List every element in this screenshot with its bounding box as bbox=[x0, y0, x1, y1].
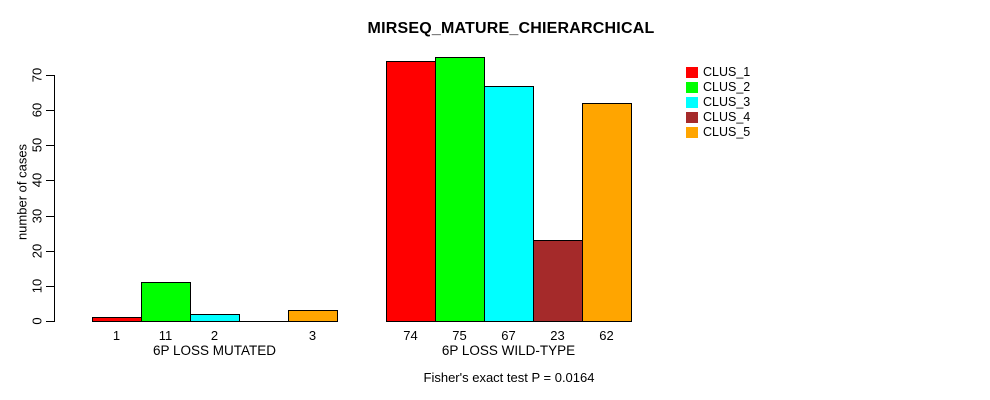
bar-value-label: 23 bbox=[550, 328, 565, 343]
legend-item: CLUS_5 bbox=[686, 125, 750, 140]
y-tick-label: 40 bbox=[29, 172, 45, 188]
y-tick-label: 30 bbox=[29, 208, 45, 224]
bar bbox=[190, 314, 240, 322]
bar bbox=[92, 317, 142, 322]
y-tick bbox=[46, 321, 54, 322]
legend-swatch bbox=[686, 127, 698, 138]
y-tick bbox=[46, 110, 54, 111]
legend-label: CLUS_2 bbox=[703, 80, 751, 94]
bar bbox=[288, 310, 338, 322]
y-tick-label: 60 bbox=[29, 102, 45, 118]
y-tick-label: 70 bbox=[29, 67, 45, 83]
legend-label: CLUS_4 bbox=[703, 110, 751, 124]
legend-label: CLUS_5 bbox=[703, 125, 751, 139]
legend-swatch bbox=[686, 97, 698, 108]
bar-value-label: 75 bbox=[452, 328, 467, 343]
bar-value-label: 11 bbox=[158, 328, 173, 343]
bar-value-label: 74 bbox=[403, 328, 418, 343]
legend-item: CLUS_4 bbox=[686, 110, 750, 125]
legend-swatch bbox=[686, 112, 698, 123]
bar-value-label: 2 bbox=[210, 328, 219, 343]
legend-label: CLUS_3 bbox=[703, 95, 751, 109]
group-label: 6P LOSS WILD-TYPE bbox=[441, 343, 576, 358]
y-tick bbox=[46, 180, 54, 181]
y-tick bbox=[46, 145, 54, 146]
group-label: 6P LOSS MUTATED bbox=[152, 343, 277, 358]
bar bbox=[484, 86, 534, 322]
y-tick-label: 0 bbox=[29, 317, 45, 325]
y-tick-label: 20 bbox=[29, 243, 45, 259]
bar bbox=[386, 61, 436, 322]
legend-swatch bbox=[686, 67, 698, 78]
legend-item: CLUS_2 bbox=[686, 80, 750, 95]
legend-swatch bbox=[686, 82, 698, 93]
y-tick bbox=[46, 286, 54, 287]
y-axis-line bbox=[54, 75, 55, 322]
bar-value-label: 3 bbox=[308, 328, 317, 343]
bar-value-label: 62 bbox=[599, 328, 614, 343]
y-tick bbox=[46, 75, 54, 76]
y-tick-label: 10 bbox=[29, 278, 45, 294]
y-tick bbox=[46, 251, 54, 252]
bar-value-label: 67 bbox=[501, 328, 516, 343]
legend: CLUS_1 CLUS_2 CLUS_3 CLUS_4 CLUS_5 bbox=[686, 65, 750, 140]
bar bbox=[435, 57, 485, 322]
annotation-text: Fisher's exact test P = 0.0164 bbox=[423, 370, 595, 385]
legend-item: CLUS_3 bbox=[686, 95, 750, 110]
legend-label: CLUS_1 bbox=[703, 65, 751, 79]
bar bbox=[141, 282, 191, 322]
chart-title: MIRSEQ_MATURE_CHIERARCHICAL bbox=[367, 20, 655, 37]
y-tick bbox=[46, 216, 54, 217]
legend-item: CLUS_1 bbox=[686, 65, 750, 80]
y-tick-label: 50 bbox=[29, 137, 45, 153]
bar bbox=[582, 103, 632, 322]
bar-value-label: 1 bbox=[112, 328, 121, 343]
bar bbox=[533, 240, 583, 322]
